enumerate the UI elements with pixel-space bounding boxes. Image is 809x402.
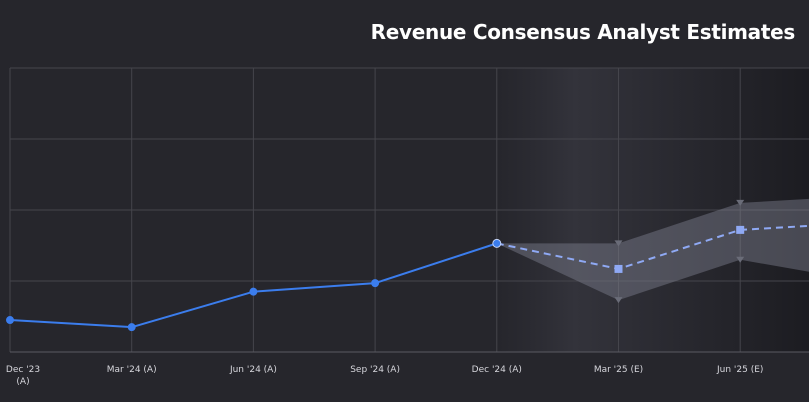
estimate-data-point [736, 225, 745, 234]
chart-title: Revenue Consensus Analyst Estimates [370, 20, 796, 44]
x-tick-label: Sep '24 (A) [350, 365, 400, 375]
estimate-range-band [496, 198, 809, 301]
estimate-low-marker [736, 256, 745, 263]
actual-data-point [492, 238, 502, 248]
x-tick-label: Mar '24 (A) [107, 365, 157, 375]
actual-data-point [6, 316, 14, 325]
estimate-low-marker [614, 297, 623, 304]
actual-data-point [371, 279, 380, 288]
actual-data-point [127, 323, 136, 332]
x-tick-label: Mar '25 (E) [594, 365, 643, 375]
actual-data-point [249, 287, 258, 296]
x-tick-label: Jun '25 (E) [716, 365, 763, 375]
estimate-series-line [496, 224, 809, 270]
estimate-data-point [614, 264, 623, 273]
estimate-high-marker [614, 240, 623, 247]
x-tick-label: Dec '24 (A) [472, 365, 522, 375]
x-tick-label: Dec '23 (A) [6, 365, 40, 387]
x-tick-label: Jun '24 (A) [229, 365, 277, 375]
estimate-high-marker [736, 199, 745, 206]
